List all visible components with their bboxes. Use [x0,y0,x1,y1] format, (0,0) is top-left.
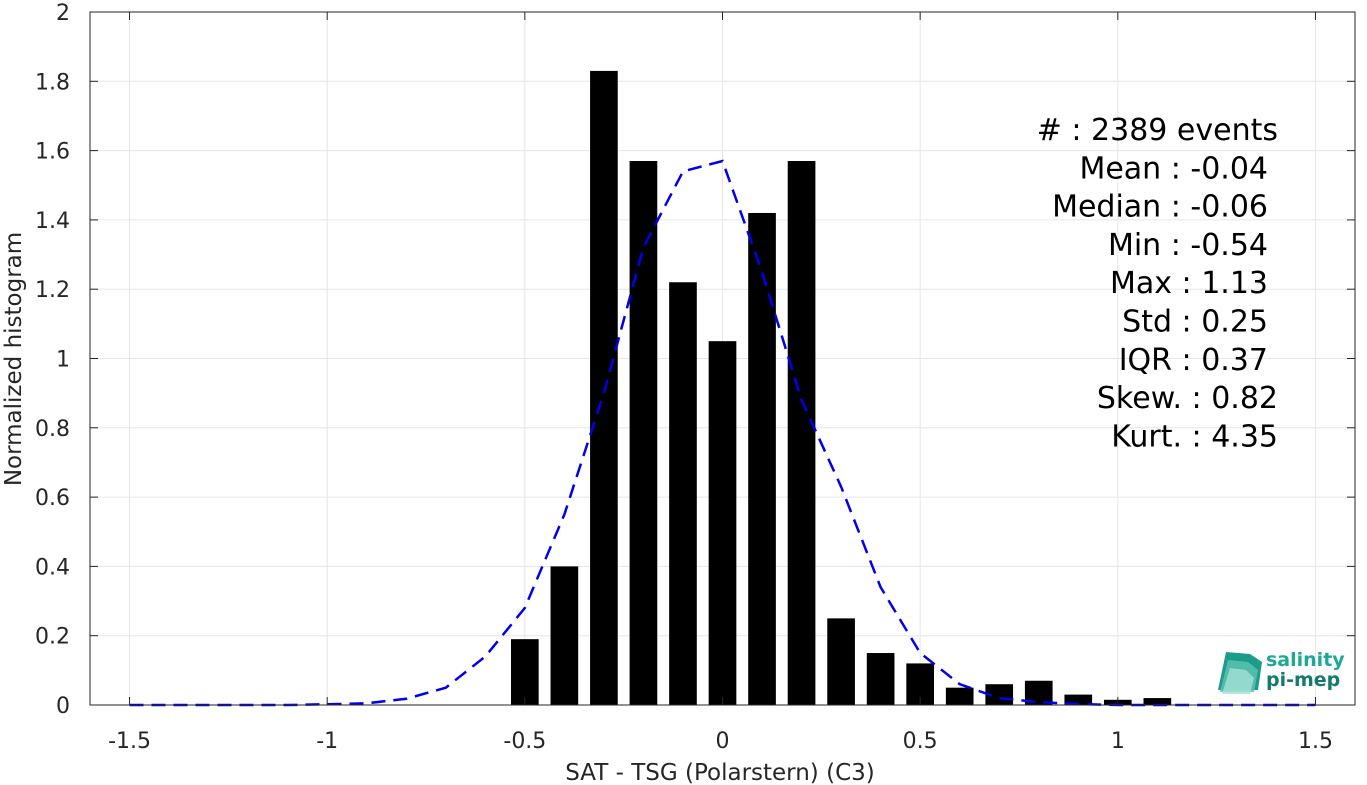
logo-waves-icon [1218,652,1262,694]
x-axis-label: SAT - TSG (Polarstern) (C3) [565,760,874,785]
stats-line: # : 2389 events [1037,113,1278,148]
x-tick-label: 1.5 [1298,729,1333,754]
x-tick-label: -1.5 [108,729,151,754]
x-tick-label: -1 [316,729,338,754]
y-tick-label: 0.6 [35,486,70,511]
stats-line: Skew. : 0.82 [1097,381,1278,416]
histogram-bar [550,566,579,705]
y-tick-label: 1 [56,348,70,373]
salinity-pi-mep-logo: salinity pi-mep [1218,649,1345,694]
stats-line: Median : -0.06 [1052,190,1268,225]
logo-line2: pi-mep [1266,669,1340,691]
stats-line: Min : -0.54 [1108,228,1268,263]
histogram-bar [669,282,697,705]
y-tick-label: 1.6 [35,140,70,165]
histogram-bar [945,687,974,705]
y-tick-label: 0.2 [35,625,70,650]
x-tick-labels: -1.5 -1 -0.5 0 0.5 1 1.5 [108,729,1333,754]
histogram-bar [708,341,737,705]
histogram-bar [827,618,855,705]
stats-line: Mean : -0.04 [1079,151,1268,186]
x-tick-label: 0.5 [903,729,938,754]
stats-line: Max : 1.13 [1110,266,1268,301]
histogram-bar [748,212,776,705]
histogram-bar [590,70,618,705]
stats-line: Kurt. : 4.35 [1111,419,1278,454]
y-tick-label: 0 [56,694,70,719]
histogram-bar [1143,698,1172,705]
y-tick-label: 0.4 [35,555,70,580]
ticks [90,11,1355,706]
x-tick-label: -0.5 [503,729,546,754]
stats-line: IQR : 0.37 [1119,343,1268,378]
histogram-bar [787,160,816,705]
x-tick-label: 1 [1111,729,1125,754]
y-tick-label: 1.2 [35,278,70,303]
y-tick-label: 0.8 [35,417,70,442]
histogram-bar [1064,694,1093,705]
stats-line: Std : 0.25 [1122,305,1268,340]
histogram-bar [866,653,895,705]
bars [511,70,1172,705]
y-tick-label: 1.8 [35,70,70,95]
y-axis-label: Normalized histogram [1,232,27,486]
histogram-bar [629,160,658,705]
y-tick-labels: 0 0.2 0.4 0.6 0.8 1 1.2 1.4 1.6 1.8 2 [35,1,70,719]
x-tick-label: 0 [716,729,730,754]
histogram-bar [511,639,539,705]
logo-line1: salinity [1266,649,1345,671]
y-tick-label: 1.4 [35,209,70,234]
y-tick-label: 2 [56,1,70,26]
